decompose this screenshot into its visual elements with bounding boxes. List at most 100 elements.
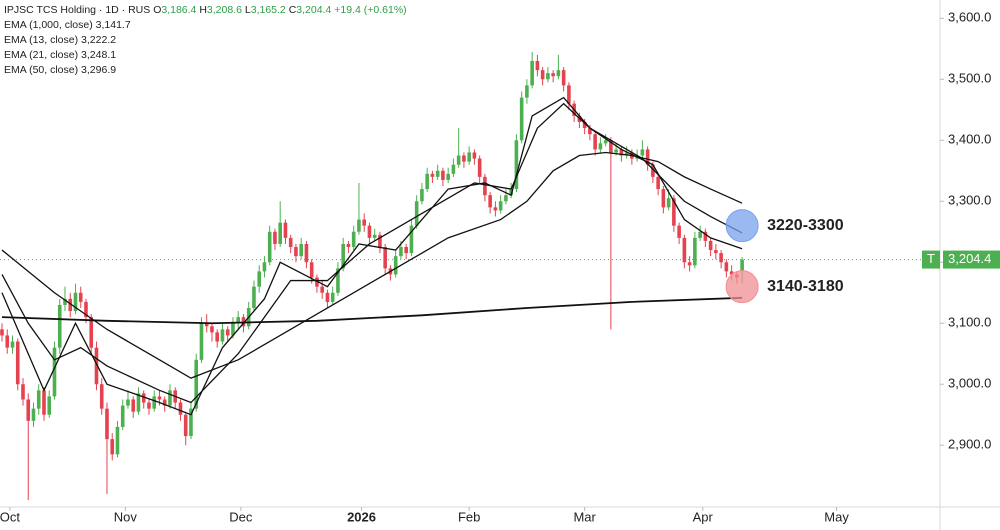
candle-body bbox=[162, 399, 167, 406]
candle-body bbox=[31, 408, 36, 421]
candle-body bbox=[546, 73, 550, 80]
candle-body bbox=[451, 164, 456, 174]
legend-entry: EMA (1,000, close) 3,141.7 bbox=[4, 18, 407, 33]
ohlc-key: O bbox=[153, 4, 162, 16]
x-tick-label: May bbox=[824, 509, 849, 524]
price-label-box bbox=[943, 250, 1000, 269]
legend-name: EMA (21, close) bbox=[4, 49, 79, 61]
candle-body bbox=[220, 329, 225, 342]
candle-body bbox=[105, 408, 109, 440]
candle-body bbox=[645, 149, 650, 165]
candle-body bbox=[309, 262, 314, 278]
candle-body bbox=[273, 231, 277, 244]
candle-body bbox=[425, 173, 429, 190]
candle-body bbox=[10, 341, 15, 348]
candle-body bbox=[204, 323, 209, 327]
candle-body bbox=[94, 347, 99, 385]
candle-body bbox=[362, 219, 366, 226]
candle-body bbox=[294, 247, 298, 257]
legend-entry: EMA (50, close) 3,296.9 bbox=[4, 63, 407, 78]
ohlc-value: 3,204.4 bbox=[296, 4, 332, 16]
candle-body bbox=[530, 60, 534, 86]
change: +19.4 (+0.61%) bbox=[334, 4, 407, 16]
candle-body bbox=[514, 140, 519, 190]
candle-body bbox=[729, 271, 734, 275]
candle-body bbox=[603, 140, 608, 144]
candle-body bbox=[567, 85, 571, 104]
candle-body bbox=[435, 170, 440, 177]
candle-body bbox=[624, 152, 629, 156]
candle-body bbox=[330, 292, 335, 302]
price-label: 3,204.4 bbox=[948, 251, 991, 266]
ohlc: O3,186.4 H3,208.6 L3,165.2 C3,204.4 bbox=[153, 4, 334, 16]
legend-value: 3,248.1 bbox=[81, 49, 117, 61]
candle-body bbox=[178, 402, 183, 415]
candle-body bbox=[199, 323, 204, 360]
ohlc-key: L bbox=[244, 4, 251, 16]
candle-body bbox=[430, 173, 435, 177]
candle-body bbox=[582, 121, 587, 129]
candle-body bbox=[420, 189, 424, 202]
x-tick-label: Nov bbox=[114, 509, 138, 524]
ema-line bbox=[1, 296, 743, 325]
candle-body bbox=[225, 329, 230, 336]
candle-body bbox=[99, 384, 104, 409]
candle-body bbox=[131, 399, 136, 412]
ema-line bbox=[1, 151, 743, 379]
candle-body bbox=[561, 70, 566, 86]
candle-body bbox=[189, 408, 193, 437]
candle-body bbox=[262, 262, 267, 272]
candle-body bbox=[651, 164, 655, 177]
candle-body bbox=[15, 341, 20, 385]
candle-body bbox=[467, 152, 471, 162]
candle-body bbox=[682, 237, 687, 263]
candle-body bbox=[372, 234, 377, 238]
candle-body bbox=[477, 158, 482, 177]
y-tick-label: 3,600.0 bbox=[948, 10, 991, 25]
candle-body bbox=[708, 240, 713, 251]
candle-body bbox=[325, 292, 330, 302]
candle-body bbox=[383, 247, 387, 269]
candle-body bbox=[252, 286, 256, 309]
candle-body bbox=[399, 247, 403, 257]
candle-body bbox=[351, 231, 356, 248]
symbol: IPJSC TCS Holding · 1D · RUS bbox=[4, 4, 151, 16]
x-tick-label: 2026 bbox=[347, 509, 376, 524]
candle-body bbox=[588, 128, 592, 135]
candle-body bbox=[609, 140, 613, 153]
candle-body bbox=[57, 304, 62, 348]
candle-body bbox=[687, 262, 692, 266]
candle-body bbox=[640, 149, 645, 156]
ema-legend: EMA (1,000, close) 3,141.7 EMA (13, close… bbox=[4, 18, 407, 78]
candle-body bbox=[42, 390, 46, 415]
candle-body bbox=[194, 359, 199, 409]
candle-body bbox=[661, 189, 666, 208]
candle-body bbox=[619, 149, 624, 156]
candle-body bbox=[462, 155, 466, 162]
candle-body bbox=[519, 97, 524, 141]
candle-body bbox=[441, 170, 445, 180]
candle-body bbox=[147, 402, 151, 409]
zone-label: 3220-3300 bbox=[767, 217, 844, 234]
candle-body bbox=[714, 250, 718, 254]
candle-body bbox=[84, 301, 88, 318]
candle-body bbox=[551, 73, 555, 77]
legend-value: 3,141.7 bbox=[95, 19, 131, 31]
legend-name: EMA (13, close) bbox=[4, 34, 79, 46]
candle-body bbox=[414, 201, 419, 226]
x-tick-label: Mar bbox=[573, 509, 596, 524]
candle-body bbox=[483, 176, 487, 196]
candle-body bbox=[703, 231, 708, 241]
y-tick-label: 3,400.0 bbox=[948, 132, 991, 147]
candle-body bbox=[89, 317, 94, 348]
price-flag-box bbox=[922, 250, 940, 269]
candle-body bbox=[267, 231, 272, 263]
candle-body bbox=[36, 390, 41, 409]
y-tick-label: 3,300.0 bbox=[948, 193, 991, 208]
candle-body bbox=[598, 143, 603, 150]
candle-body bbox=[540, 70, 545, 80]
candle-body bbox=[346, 243, 351, 248]
candle-body bbox=[21, 384, 25, 400]
candle-body bbox=[215, 332, 220, 342]
